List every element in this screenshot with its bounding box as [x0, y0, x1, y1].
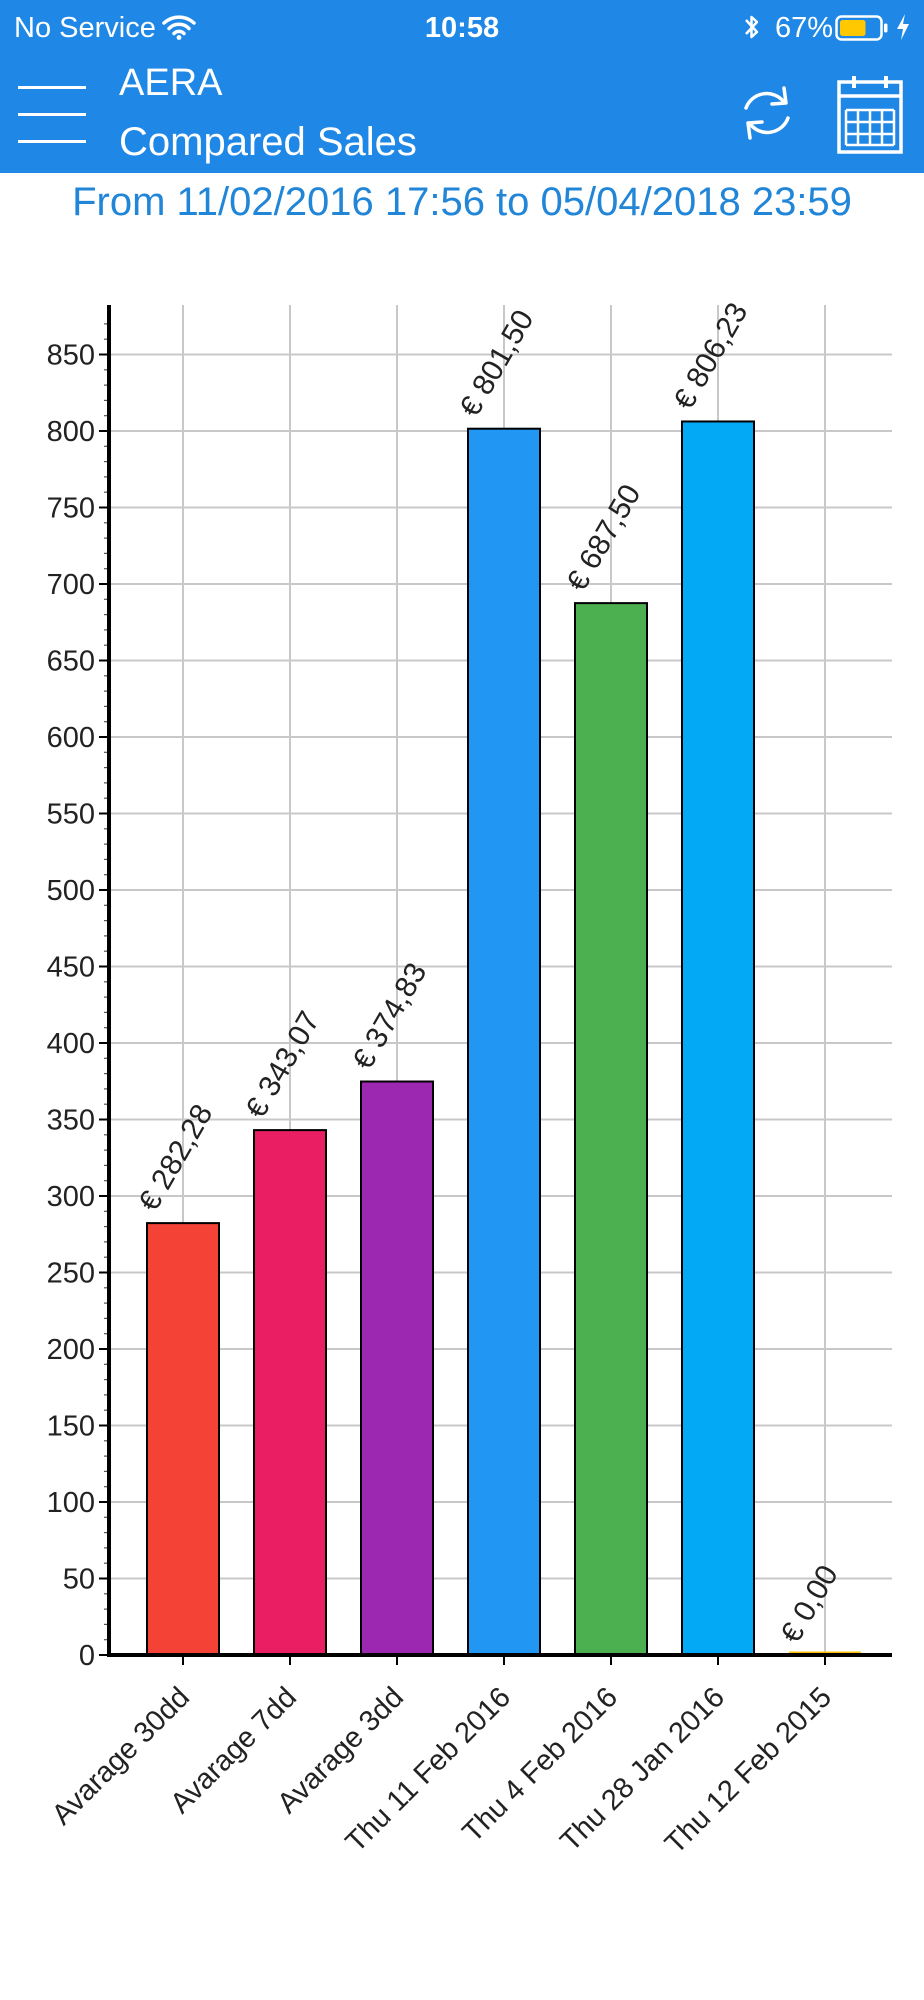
battery-icon	[835, 15, 889, 49]
y-tick-label: 50	[63, 1564, 95, 1596]
y-tick-label: 550	[47, 799, 95, 831]
bar-value-label: € 806,23	[667, 297, 754, 415]
hamburger-menu-icon[interactable]	[18, 86, 88, 144]
calendar-icon[interactable]	[836, 74, 904, 156]
y-tick-label: 400	[47, 1028, 95, 1060]
y-tick-label: 0	[79, 1640, 95, 1672]
y-tick-label: 500	[47, 875, 95, 907]
bar-value-label: € 801,50	[453, 305, 540, 423]
y-tick-label: 850	[47, 340, 95, 372]
y-tick-label: 300	[47, 1181, 95, 1213]
refresh-icon[interactable]	[736, 78, 798, 148]
bar-value-label: € 374,83	[346, 957, 433, 1075]
status-time: 10:58	[424, 12, 500, 44]
bluetooth-icon	[742, 12, 762, 50]
app-name: AERA	[119, 62, 223, 104]
y-tick-label: 350	[47, 1105, 95, 1137]
bar-value-label: € 343,07	[239, 1006, 326, 1124]
bar-value-label: € 687,50	[560, 479, 647, 597]
charging-icon	[894, 12, 912, 50]
y-tick-label: 450	[47, 952, 95, 984]
bar-value-label: € 0,00	[774, 1560, 844, 1649]
carrier-label: No Service	[14, 12, 156, 44]
battery-percent: 67%	[775, 12, 834, 44]
x-category-label: Avarage 30dd	[46, 1681, 196, 1831]
bar	[681, 420, 755, 1656]
bar	[253, 1129, 327, 1656]
y-tick-label: 650	[47, 646, 95, 678]
y-tick-label: 750	[47, 493, 95, 525]
app-bar: No Service 10:58 67%	[0, 0, 924, 173]
bar	[146, 1222, 220, 1656]
wifi-icon	[162, 14, 196, 48]
bar	[467, 427, 541, 1657]
y-tick-label: 800	[47, 416, 95, 448]
page-title: Compared Sales	[119, 120, 417, 164]
y-tick-label: 200	[47, 1334, 95, 1366]
status-bar: No Service 10:58 67%	[0, 0, 924, 56]
y-tick-label: 600	[47, 722, 95, 754]
bar-value-label: € 282,28	[132, 1099, 219, 1217]
y-tick-label: 150	[47, 1411, 95, 1443]
date-range-label: From 11/02/2016 17:56 to 05/04/2018 23:5…	[72, 180, 852, 224]
y-tick-label: 250	[47, 1258, 95, 1290]
bar-chart: 0 50 100 150 200 250 300 350 400 450 500 550 600 650 7…	[46, 297, 892, 1860]
y-tick-label: 700	[47, 569, 95, 601]
bar	[360, 1080, 434, 1656]
y-tick-label: 100	[47, 1487, 95, 1519]
bar	[574, 602, 648, 1656]
